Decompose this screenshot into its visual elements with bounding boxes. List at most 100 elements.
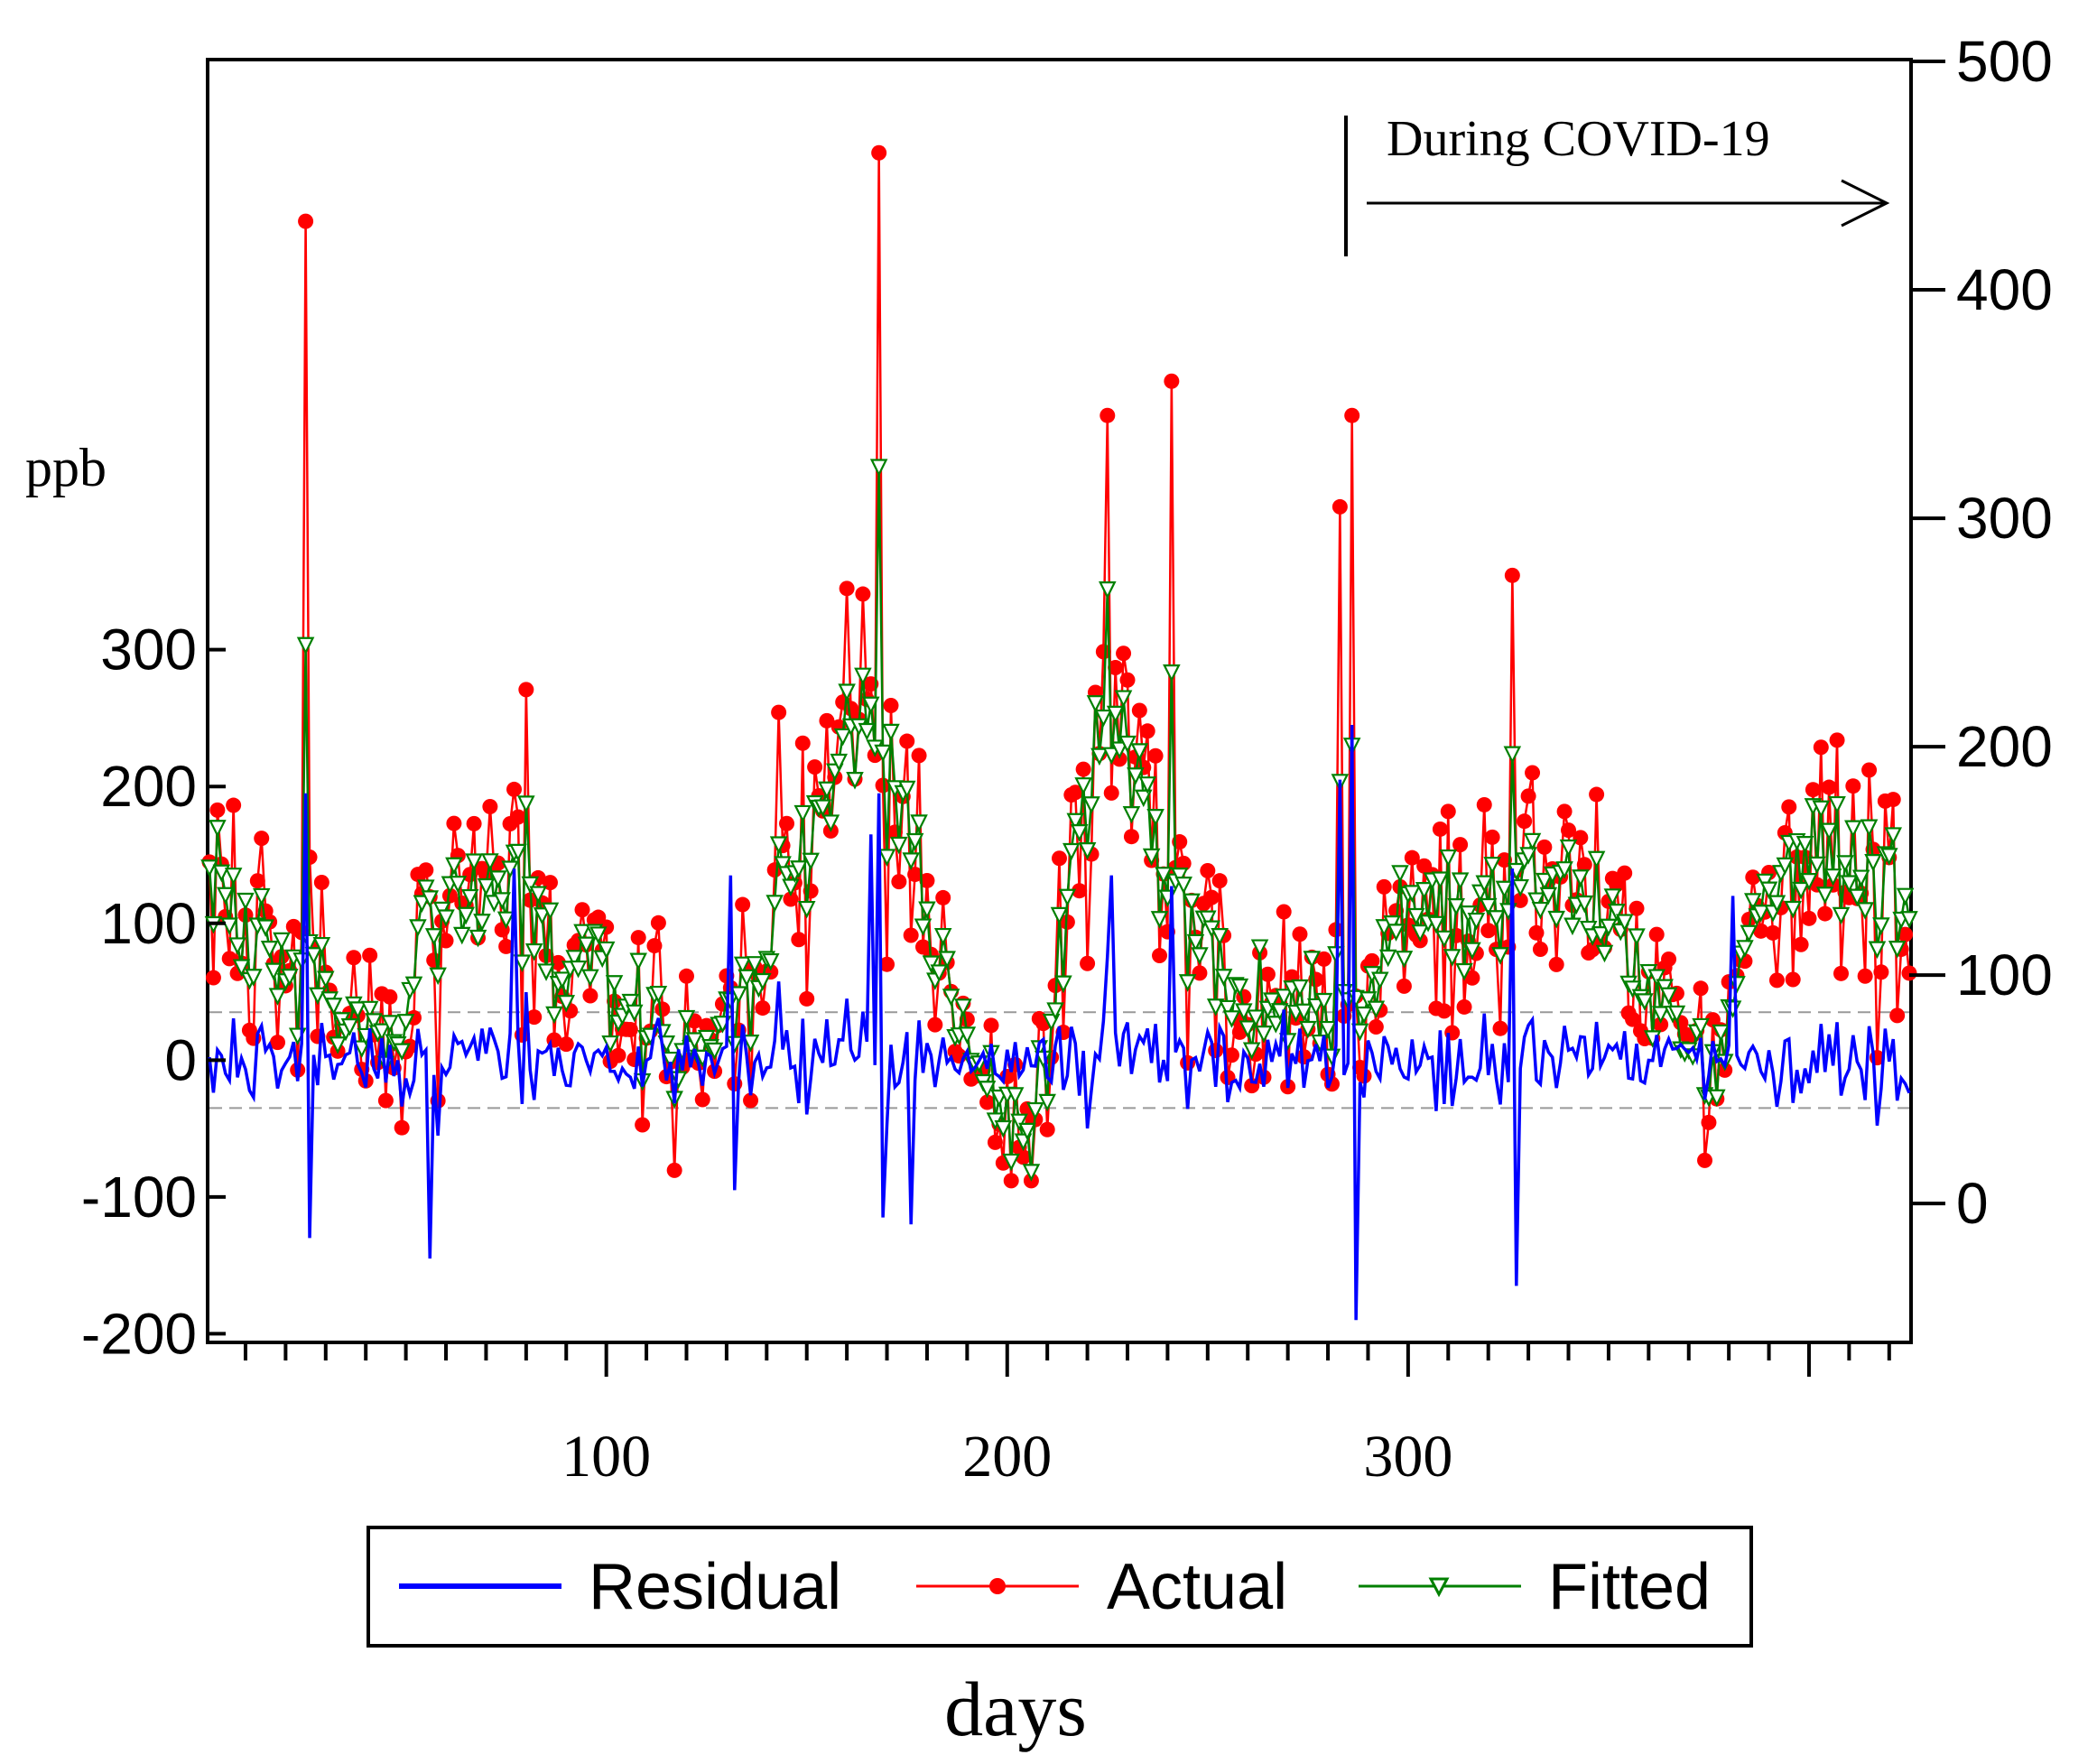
actual-point bbox=[1528, 924, 1545, 941]
fitted-point bbox=[429, 967, 447, 986]
actual-point bbox=[1075, 761, 1091, 777]
fitted-point bbox=[268, 988, 287, 1006]
fitted-point bbox=[1587, 850, 1606, 869]
actual-point bbox=[1525, 765, 1541, 781]
actual-point bbox=[646, 938, 663, 954]
fitted-point bbox=[1896, 887, 1915, 906]
fitted-point bbox=[833, 728, 852, 747]
fitted-point bbox=[1832, 906, 1851, 925]
actual-point bbox=[1793, 936, 1809, 952]
fitted-point bbox=[858, 722, 877, 741]
actual-point bbox=[1080, 955, 1096, 971]
actual-point bbox=[466, 815, 482, 831]
actual-point bbox=[1861, 762, 1878, 778]
actual-point bbox=[919, 872, 935, 888]
actual-point bbox=[1368, 1019, 1384, 1035]
fitted-point bbox=[914, 918, 933, 937]
fitted-point bbox=[1712, 1024, 1730, 1043]
fitted-point bbox=[569, 960, 588, 979]
actual-point bbox=[1059, 914, 1075, 930]
fitted-point bbox=[733, 956, 752, 975]
fitted-point bbox=[1294, 1003, 1313, 1022]
fitted-point bbox=[761, 952, 780, 971]
actual-point bbox=[755, 1000, 771, 1017]
actual-point bbox=[1648, 926, 1665, 942]
fitted-point bbox=[685, 1032, 704, 1050]
fitted-point bbox=[1078, 841, 1097, 860]
actual-point bbox=[794, 735, 811, 751]
actual-point bbox=[911, 747, 927, 764]
actual-point bbox=[666, 1162, 682, 1178]
fitted-point bbox=[496, 911, 515, 930]
fitted-point bbox=[1555, 861, 1573, 879]
fitted-point bbox=[1291, 979, 1309, 998]
actual-point bbox=[783, 891, 799, 907]
fitted-point bbox=[861, 696, 880, 715]
fitted-point bbox=[1102, 747, 1121, 766]
fitted-point bbox=[1575, 895, 1594, 914]
fitted-point bbox=[605, 975, 624, 993]
fitted-point bbox=[352, 1040, 371, 1059]
fitted-point bbox=[902, 852, 920, 870]
fitted-point bbox=[1022, 1164, 1041, 1182]
actual-point bbox=[1376, 878, 1392, 895]
left-tick-label: 200 bbox=[100, 754, 197, 819]
x-tick-label: 200 bbox=[962, 1424, 1052, 1490]
actual-point bbox=[1833, 965, 1850, 981]
fitted-point bbox=[216, 887, 235, 905]
fitted-point bbox=[1130, 743, 1149, 761]
actual-point bbox=[394, 1119, 410, 1136]
fitted-point bbox=[317, 970, 335, 989]
fitted-point bbox=[340, 1018, 359, 1036]
fitted-point bbox=[460, 888, 479, 907]
fitted-point bbox=[1667, 1005, 1686, 1024]
covid-annotation: During COVID-19 bbox=[1344, 111, 1890, 256]
actual-point bbox=[650, 914, 666, 931]
actual-point bbox=[269, 1035, 285, 1051]
fitted-point bbox=[1038, 1093, 1056, 1112]
residual-line bbox=[208, 725, 1911, 1321]
actual-point bbox=[1456, 998, 1472, 1015]
fitted-point bbox=[890, 836, 908, 855]
actual-point bbox=[377, 1092, 394, 1109]
actual-point bbox=[807, 759, 823, 775]
fitted-point bbox=[797, 900, 816, 919]
actual-point bbox=[526, 1009, 543, 1026]
fitted-point bbox=[1527, 892, 1545, 911]
fitted-point bbox=[1768, 895, 1786, 914]
fitted-point bbox=[445, 857, 463, 876]
actual-point bbox=[1617, 865, 1633, 881]
actual-point bbox=[1857, 968, 1873, 984]
actual-point bbox=[935, 889, 951, 905]
fitted-point bbox=[1415, 882, 1434, 900]
x-tick-label: 100 bbox=[561, 1424, 651, 1490]
fitted-point bbox=[424, 928, 443, 946]
fitted-point bbox=[1608, 904, 1626, 922]
fitted-point bbox=[1134, 789, 1153, 808]
actual-point bbox=[518, 682, 534, 698]
fitted-point bbox=[1411, 924, 1429, 942]
fitted-point bbox=[1868, 941, 1887, 960]
fitted-point bbox=[1812, 800, 1831, 819]
left-axis-title: ppb bbox=[25, 438, 107, 497]
fitted-point bbox=[296, 636, 315, 655]
actual-point bbox=[1805, 782, 1821, 798]
fitted-point bbox=[625, 1004, 644, 1023]
fitted-point bbox=[1572, 869, 1590, 887]
legend: Residual Actual Fitted bbox=[367, 1526, 1753, 1648]
fitted-point bbox=[281, 968, 299, 987]
fitted-point bbox=[545, 1006, 563, 1025]
fitted-point bbox=[1491, 947, 1509, 965]
fitted-point bbox=[273, 932, 291, 951]
fitted-point bbox=[1728, 976, 1746, 994]
actual-point bbox=[226, 797, 242, 813]
actual-point bbox=[1108, 659, 1124, 675]
fitted-point bbox=[1275, 989, 1293, 1007]
fitted-point bbox=[1314, 992, 1333, 1011]
fitted-point bbox=[1840, 875, 1859, 893]
fitted-point bbox=[264, 962, 283, 981]
fitted-point bbox=[661, 1051, 680, 1070]
fitted-point bbox=[1823, 868, 1842, 887]
fitted-point bbox=[404, 976, 423, 995]
fitted-point bbox=[465, 853, 483, 871]
